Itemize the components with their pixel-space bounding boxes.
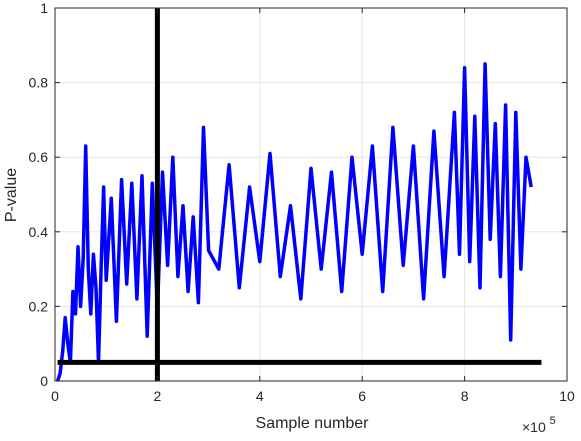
axes-box [54, 7, 568, 382]
y-tick-label: 0 [40, 373, 48, 389]
x-axis-label: Sample number [256, 415, 370, 432]
x-tick-label: 4 [256, 388, 264, 404]
axes-layer [54, 7, 568, 382]
data-series-line [55, 62, 533, 382]
series-layer [55, 62, 533, 382]
x-axis-multiplier: ×10 5 [522, 415, 556, 435]
y-axis-label: P-value [3, 168, 20, 222]
x-axis-multiplier-exponent: 5 [550, 415, 556, 427]
x-tick-label: 10 [559, 388, 575, 404]
x-tick-label: 6 [358, 388, 366, 404]
y-tick-label: 0.8 [29, 75, 49, 91]
x-axis-multiplier-base: ×10 [522, 419, 546, 435]
threshold-layer [57, 8, 542, 381]
x-tick-label: 8 [461, 388, 469, 404]
y-tick-label: 0.6 [29, 149, 49, 165]
x-tick-label: 0 [51, 388, 59, 404]
x-tick-label: 2 [154, 388, 162, 404]
y-tick-label: 0.2 [29, 298, 49, 314]
y-tick-label: 0.4 [29, 224, 49, 240]
y-tick-label: 1 [40, 0, 48, 16]
tick-label-layer: 0 2 4 6 8 10 0 0.2 0.4 0.6 0.8 1 [29, 0, 575, 404]
